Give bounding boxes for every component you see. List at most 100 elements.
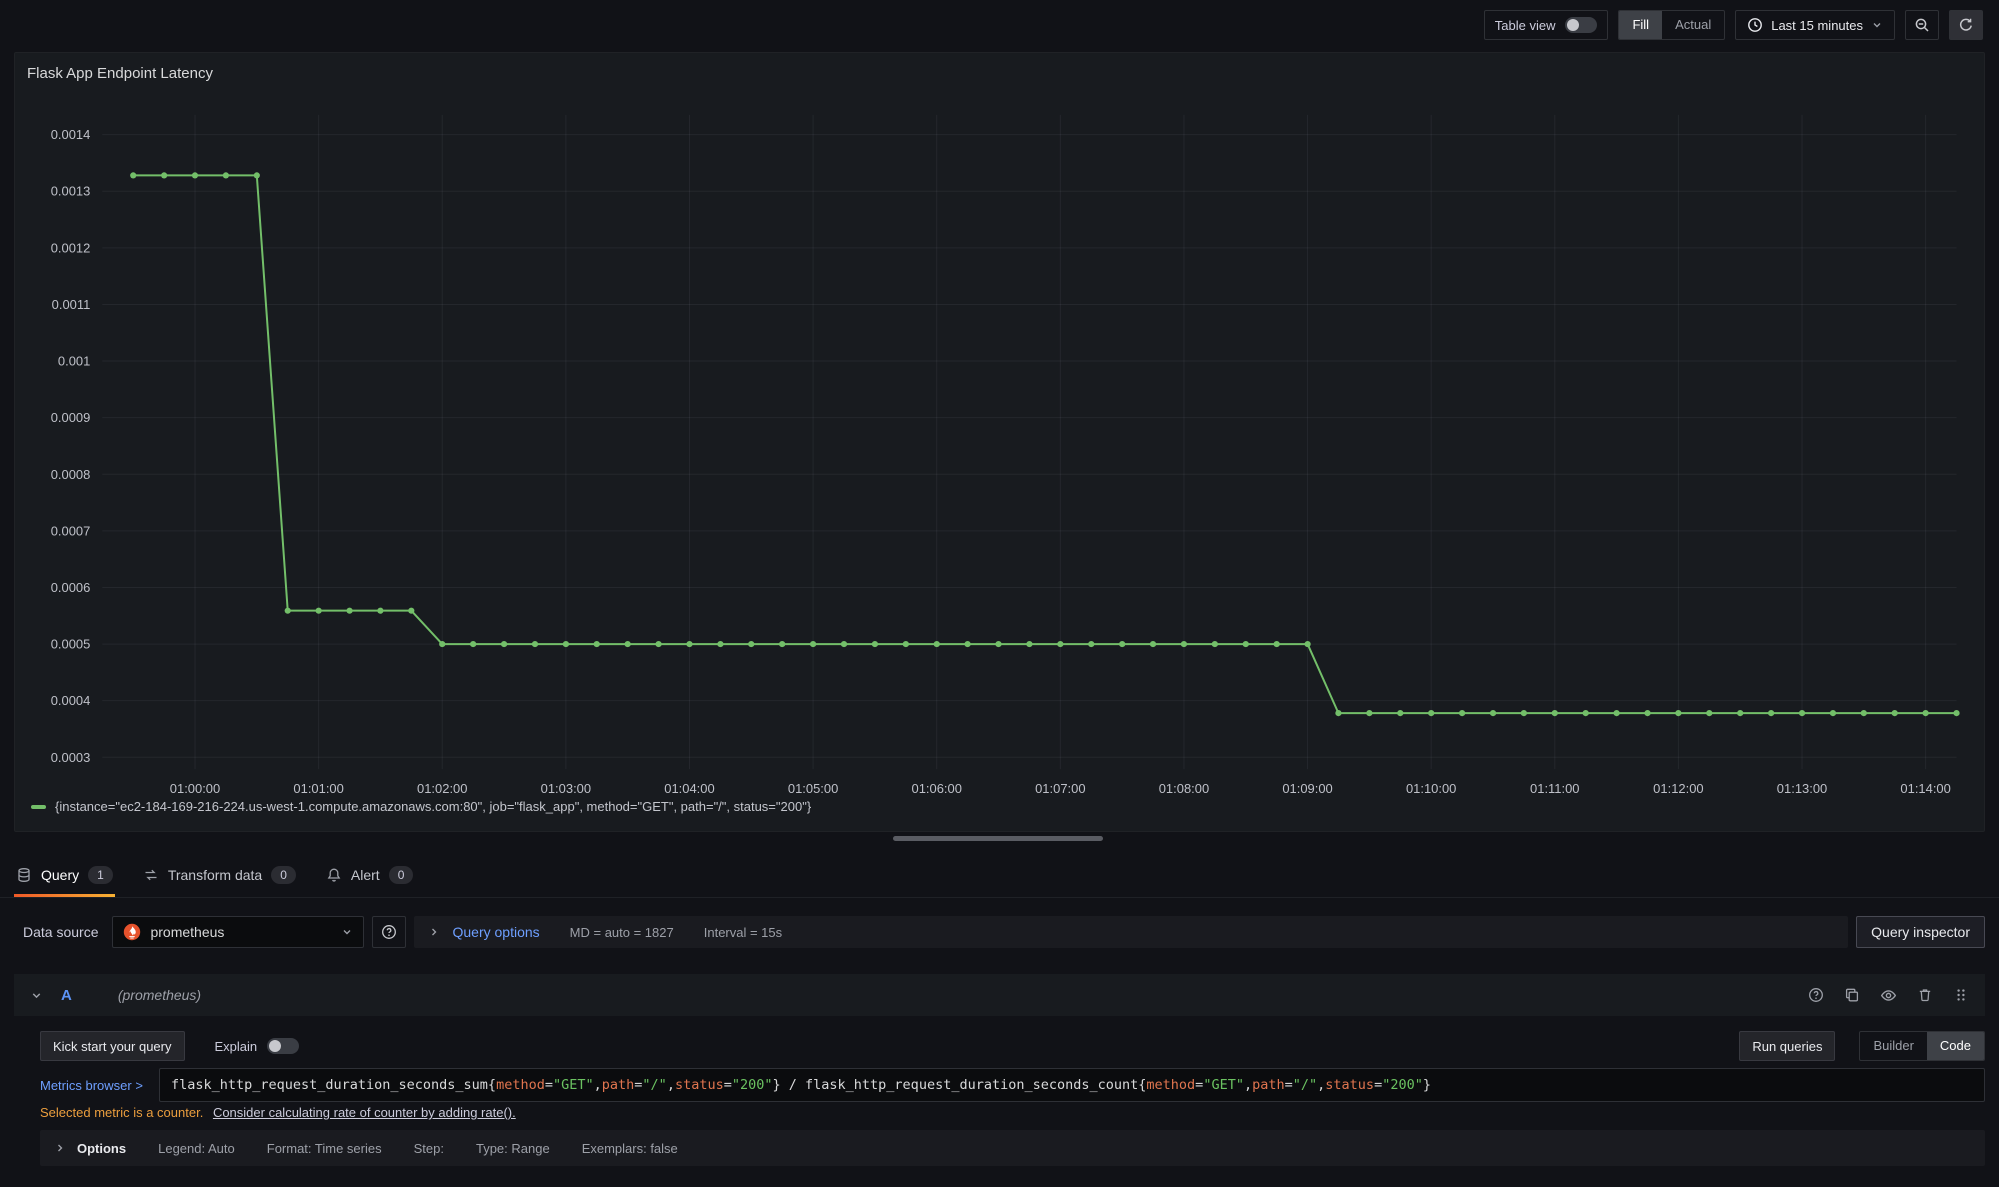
data-point xyxy=(284,607,291,614)
drag-query-handle[interactable] xyxy=(1953,987,1969,1003)
data-point xyxy=(933,640,940,648)
x-tick-label: 01:10:00 xyxy=(1406,781,1456,796)
help-circle-icon xyxy=(1809,988,1823,1002)
explain-toggle[interactable] xyxy=(267,1038,300,1054)
help-circle-icon xyxy=(382,925,397,939)
toggle-query-visibility-button[interactable] xyxy=(1880,987,1897,1004)
y-tick-label: 0.0005 xyxy=(51,637,91,652)
data-point xyxy=(1459,710,1466,717)
query-inspector-button[interactable]: Query inspector xyxy=(1856,916,1985,948)
data-point xyxy=(1088,640,1095,648)
promql-token: , xyxy=(593,1077,602,1093)
data-point xyxy=(902,640,909,648)
builder-code-switcher: Builder Code xyxy=(1859,1031,1985,1061)
data-point xyxy=(840,640,848,648)
series-line xyxy=(133,174,1957,715)
promql-query-input[interactable]: flask_http_request_duration_seconds_sum{… xyxy=(158,1068,1985,1102)
data-point xyxy=(1922,710,1929,717)
query-help-button[interactable] xyxy=(1808,987,1824,1003)
y-tick-label: 0.0003 xyxy=(51,750,91,765)
chevron-down-icon xyxy=(1873,23,1881,28)
data-point xyxy=(624,640,631,648)
table-view-group: Table view xyxy=(1483,10,1609,40)
explain-label: Explain xyxy=(214,1038,258,1054)
y-tick-label: 0.0014 xyxy=(51,127,91,142)
promql-token: "GET" xyxy=(552,1077,594,1093)
promql-token: = xyxy=(1284,1077,1293,1093)
counter-warning: Selected metric is a counter. Consider c… xyxy=(40,1105,516,1120)
table-view-label: Table view xyxy=(1494,17,1556,33)
collapse-query-chevron[interactable] xyxy=(30,989,43,1002)
data-point xyxy=(1428,710,1435,717)
query-options-label: Query options xyxy=(452,924,540,940)
data-point xyxy=(315,607,322,614)
x-tick-label: 01:08:00 xyxy=(1159,781,1209,796)
data-point xyxy=(500,640,508,648)
table-view-toggle[interactable] xyxy=(1565,17,1598,33)
x-tick-label: 01:00:00 xyxy=(170,781,220,796)
interval-value: Interval = 15s xyxy=(703,924,783,940)
legend-series-label[interactable]: {instance="ec2-184-169-216-224.us-west-1… xyxy=(55,799,812,814)
query-options-strip: Query options MD = auto = 1827 Interval … xyxy=(414,916,1849,948)
run-queries-button[interactable]: Run queries xyxy=(1739,1031,1836,1061)
y-tick-label: 0.0012 xyxy=(51,240,91,255)
options-toggle[interactable]: Options xyxy=(54,1141,126,1156)
data-point xyxy=(377,607,384,614)
data-point xyxy=(1613,710,1620,717)
tab-transform-data[interactable]: Transform data 0 xyxy=(143,852,296,897)
data-point xyxy=(1026,640,1033,648)
data-point xyxy=(1242,640,1249,648)
data-point xyxy=(470,640,477,648)
tab-query[interactable]: Query 1 xyxy=(14,852,115,897)
y-tick-label: 0.0009 xyxy=(51,410,91,425)
promql-token: "/" xyxy=(642,1077,667,1093)
y-tick-label: 0.001 xyxy=(58,354,90,369)
data-point xyxy=(686,640,693,648)
timeseries-panel: Flask App Endpoint Latency 0.0003 0.0004 0… xyxy=(14,52,1985,832)
delete-query-button[interactable] xyxy=(1917,987,1933,1003)
query-options-toggle[interactable]: Query options xyxy=(428,924,540,940)
y-tick-label: 0.0007 xyxy=(51,523,91,538)
time-range-label: Last 15 minutes xyxy=(1771,17,1863,33)
panel-resize-handle[interactable] xyxy=(893,836,1103,841)
promql-token: , xyxy=(666,1077,675,1093)
panel-title[interactable]: Flask App Endpoint Latency xyxy=(27,65,213,82)
tab-alert[interactable]: Alert 0 xyxy=(326,852,414,897)
promql-token: flask_http_request_duration_seconds_sum{ xyxy=(170,1077,497,1093)
duplicate-query-button[interactable] xyxy=(1844,987,1860,1003)
promql-token: = xyxy=(544,1077,553,1093)
promql-token: status xyxy=(674,1077,724,1093)
chevron-right-icon xyxy=(54,1142,66,1154)
transform-icon xyxy=(143,867,159,883)
x-tick-label: 01:09:00 xyxy=(1282,781,1332,796)
fill-button[interactable]: Fill xyxy=(1619,11,1663,39)
data-point xyxy=(1768,710,1775,717)
data-point xyxy=(995,640,1002,648)
promql-token: = xyxy=(634,1077,643,1093)
query-datasource-hint: (prometheus) xyxy=(117,987,202,1003)
time-range-picker[interactable]: Last 15 minutes xyxy=(1735,10,1895,40)
promql-token: } xyxy=(1422,1077,1431,1093)
data-point xyxy=(655,640,662,648)
y-tick-label: 0.0004 xyxy=(51,693,91,708)
datasource-help-button[interactable] xyxy=(372,916,407,948)
refresh-button[interactable] xyxy=(1949,10,1983,40)
data-point xyxy=(871,640,879,648)
datasource-picker[interactable]: prometheus xyxy=(112,916,365,948)
actual-button[interactable]: Actual xyxy=(1675,17,1712,32)
query-row-header[interactable]: A (prometheus) xyxy=(14,974,1985,1016)
code-mode-button[interactable]: Code xyxy=(1926,1032,1984,1060)
metrics-browser-toggle[interactable]: Metrics browser > xyxy=(40,1077,143,1093)
prometheus-icon xyxy=(124,923,141,941)
kick-start-query-button[interactable]: Kick start your query xyxy=(40,1031,185,1061)
latency-chart[interactable]: 0.0003 0.0004 0.0005 0.0006 0.0007 0.0008 0.00… xyxy=(15,53,1984,831)
data-point xyxy=(1891,710,1898,717)
builder-mode-button[interactable]: Builder xyxy=(1873,1038,1914,1053)
data-point xyxy=(222,172,229,179)
zoom-out-button[interactable] xyxy=(1905,10,1939,40)
option-exemplars: Exemplars: false xyxy=(581,1140,678,1156)
add-rate-hint-link[interactable]: Consider calculating rate of counter by … xyxy=(212,1105,516,1120)
x-tick-label: 01:12:00 xyxy=(1653,781,1703,796)
tab-alert-badge: 0 xyxy=(388,865,414,884)
